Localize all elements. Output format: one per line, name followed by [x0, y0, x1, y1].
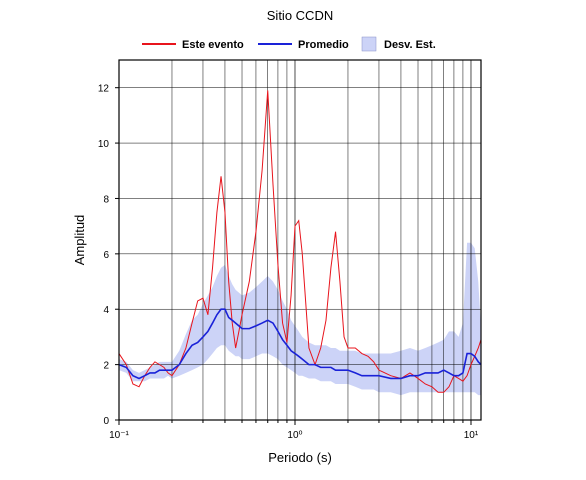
series-line — [118, 308, 482, 380]
y-tick-label: 8 — [103, 194, 109, 205]
y-tick-label: 6 — [103, 250, 109, 261]
x-tick-label: 10⁻¹ — [109, 430, 129, 441]
legend-label: Este evento — [182, 39, 244, 51]
y-tick-label: 0 — [103, 416, 109, 427]
series-line — [118, 90, 482, 393]
x-axis-label: Periodo (s) — [268, 450, 332, 465]
y-tick-label: 10 — [98, 139, 110, 150]
y-tick-label: 2 — [103, 361, 109, 372]
y-tick-label: 12 — [98, 84, 110, 95]
chart-title: Sitio CCDN — [267, 8, 333, 23]
std-band — [119, 242, 481, 396]
legend-label: Promedio — [298, 39, 349, 51]
legend-swatch — [361, 36, 377, 52]
plot-frame — [118, 59, 482, 421]
x-tick-label: 10⁰ — [287, 430, 302, 441]
x-tick-label: 10¹ — [464, 430, 479, 441]
y-tick-label: 4 — [103, 305, 109, 316]
y-axis-label: Amplitud — [72, 215, 87, 266]
legend-label: Desv. Est. — [384, 39, 436, 51]
